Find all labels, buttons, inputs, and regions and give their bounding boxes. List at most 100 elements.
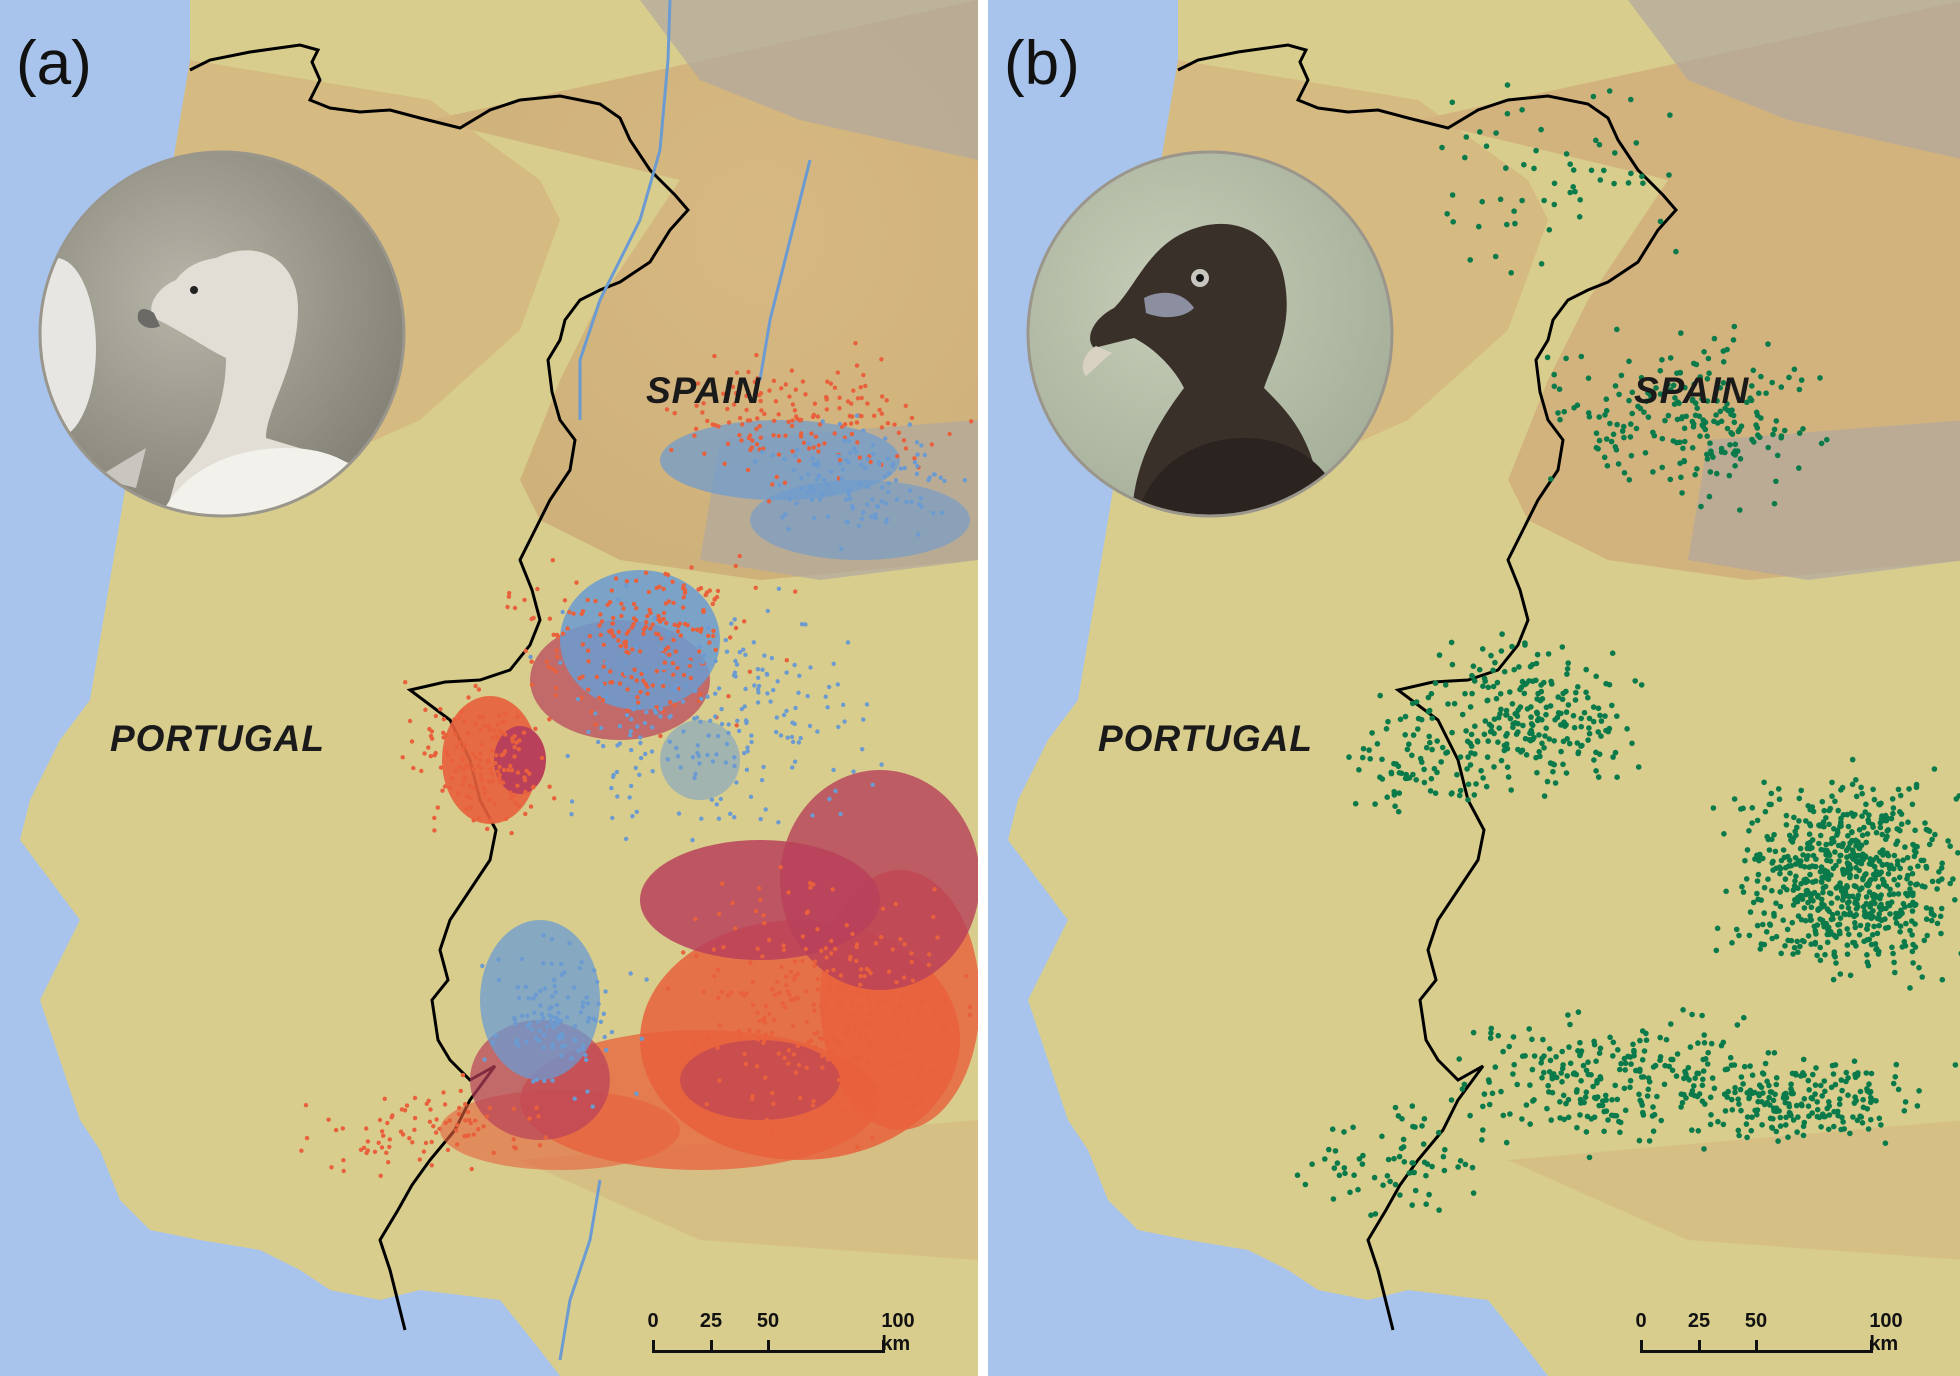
map-point — [709, 797, 715, 802]
map-point — [881, 998, 886, 1004]
map-point — [755, 700, 761, 705]
map-point — [704, 1102, 709, 1107]
map-point — [1487, 1035, 1494, 1041]
map-point — [1469, 690, 1475, 697]
map-point — [1559, 1048, 1565, 1055]
map-point — [629, 675, 634, 680]
map-point — [1794, 824, 1800, 831]
map-point — [381, 1133, 386, 1138]
map-point — [1765, 444, 1771, 451]
map-point — [457, 740, 462, 745]
map-point — [744, 719, 749, 724]
map-point — [865, 1060, 870, 1065]
map-point — [1923, 916, 1930, 922]
map-point — [911, 1103, 916, 1108]
map-point — [1749, 1072, 1756, 1078]
map-point — [894, 1033, 900, 1038]
map-point — [1890, 950, 1896, 957]
map-point — [1907, 886, 1913, 892]
map-point — [1713, 947, 1720, 954]
map-point — [771, 1101, 776, 1107]
map-point — [542, 986, 548, 991]
map-point — [810, 456, 816, 461]
map-point — [1531, 1097, 1537, 1103]
map-point — [761, 764, 766, 770]
map-point — [1704, 433, 1710, 440]
map-point — [1674, 370, 1680, 377]
map-point — [1737, 507, 1743, 513]
map-point — [817, 1035, 823, 1041]
map-point — [725, 406, 730, 412]
map-point — [552, 983, 557, 989]
map-point — [1551, 201, 1558, 208]
map-point — [1578, 353, 1585, 360]
map-point — [1612, 383, 1619, 389]
map-point — [880, 485, 885, 490]
map-point — [831, 661, 836, 666]
map-point — [1442, 682, 1449, 688]
map-point — [1650, 1064, 1657, 1070]
map-point — [565, 626, 570, 631]
map-point — [1591, 1094, 1598, 1101]
map-point — [1536, 748, 1542, 755]
map-point — [1590, 704, 1597, 710]
map-point — [846, 492, 852, 497]
map-point — [638, 735, 643, 740]
map-point — [648, 626, 653, 631]
map-point — [1529, 1066, 1536, 1073]
map-point — [811, 1099, 816, 1104]
map-point — [1742, 857, 1748, 864]
map-point — [1771, 1050, 1778, 1056]
map-point — [465, 1133, 470, 1139]
map-point — [1560, 761, 1566, 768]
map-point — [902, 942, 907, 947]
map-point — [486, 779, 492, 784]
map-point — [1846, 899, 1852, 905]
map-point — [759, 408, 764, 413]
map-point — [1888, 815, 1895, 822]
map-point — [1585, 1059, 1591, 1065]
map-point — [1744, 1114, 1751, 1120]
map-point — [1613, 1113, 1620, 1119]
map-point — [858, 482, 863, 487]
map-point — [512, 792, 517, 798]
map-point — [1657, 218, 1664, 225]
map-point — [1583, 666, 1589, 673]
map-point — [713, 658, 718, 664]
map-point — [428, 1107, 433, 1112]
map-point — [1794, 938, 1800, 945]
country-label-portugal: PORTUGAL — [110, 718, 325, 759]
map-point — [710, 601, 715, 607]
map-point — [728, 811, 733, 816]
map-point — [1488, 1025, 1495, 1032]
map-point — [1725, 407, 1731, 414]
map-point — [804, 1019, 809, 1024]
map-point — [675, 754, 681, 759]
map-point — [1788, 862, 1795, 869]
map-point — [1477, 129, 1483, 135]
map-point — [695, 381, 701, 386]
map-point — [746, 435, 752, 441]
map-point — [1371, 1174, 1378, 1181]
map-point — [750, 979, 755, 984]
map-point — [1825, 924, 1832, 931]
map-point — [1509, 643, 1515, 650]
map-point — [1409, 1160, 1415, 1166]
map-point — [1510, 1034, 1517, 1040]
map-point — [665, 757, 670, 762]
map-point — [844, 1026, 849, 1031]
map-point — [1421, 779, 1428, 786]
map-point — [713, 714, 718, 719]
map-point — [1595, 729, 1601, 735]
map-point — [775, 979, 780, 984]
map-point — [1885, 924, 1892, 931]
map-point — [1503, 165, 1509, 171]
map-point — [1877, 895, 1883, 902]
map-point — [740, 422, 745, 427]
map-point — [476, 687, 482, 692]
map-point — [1421, 1159, 1428, 1166]
map-point — [1795, 1114, 1801, 1120]
map-point — [609, 588, 614, 593]
map-point — [716, 686, 722, 691]
map-point — [1865, 922, 1871, 928]
